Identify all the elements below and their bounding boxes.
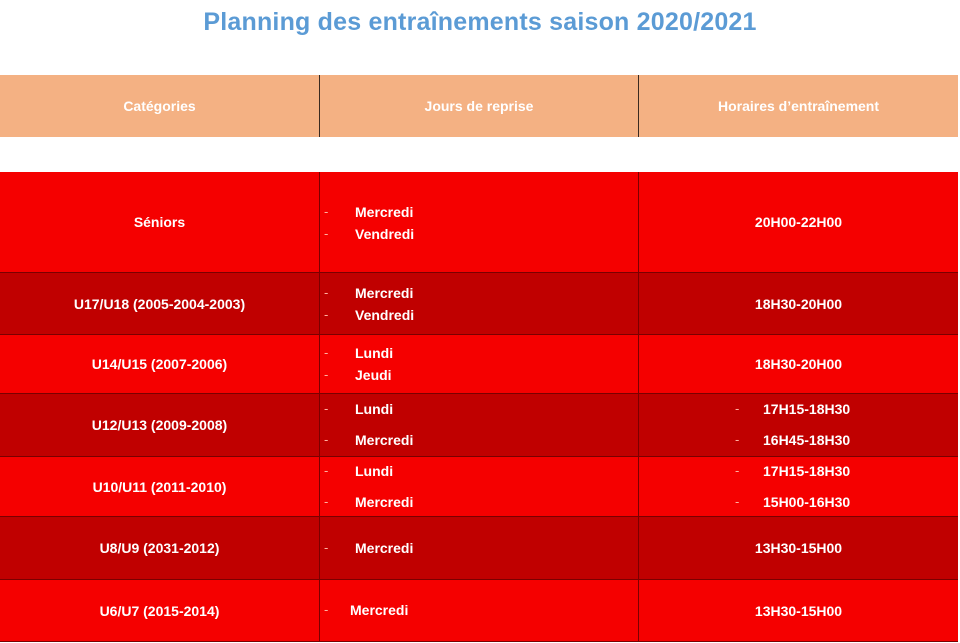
time-cell: 13H30-15H00 <box>639 580 958 641</box>
table-row: U10/U11 (2011-2010) - Lundi - Mercredi -… <box>0 457 958 517</box>
day-label: Vendredi <box>355 307 415 323</box>
bullet-dash: - <box>324 463 329 478</box>
day-label: Mercredi <box>355 285 414 301</box>
time-label: 16H45-18H30 <box>763 432 851 448</box>
time-label: 17H15-18H30 <box>763 401 851 417</box>
time-label: 13H30-15H00 <box>754 602 843 619</box>
bullet-dash: - <box>324 285 329 300</box>
page-title: Planning des entraînements saison 2020/2… <box>203 8 757 36</box>
day-label: Mercredi <box>355 432 414 448</box>
bullet-dash: - <box>735 401 740 416</box>
days-cell: - Mercredi <box>320 580 639 641</box>
table-row: U8/U9 (2031-2012) - Mercredi 13H30-15H00 <box>0 517 958 580</box>
category-cell: U14/U15 (2007-2006) <box>0 335 320 393</box>
time-label: 15H00-16H30 <box>763 494 851 510</box>
header-horaires: Horaires d’entraînement <box>717 98 880 114</box>
bullet-dash: - <box>324 367 329 382</box>
table-row: U17/U18 (2005-2004-2003) - Mercredi - Ve… <box>0 273 958 335</box>
bullet-dash: - <box>324 307 329 322</box>
time-label: 17H15-18H30 <box>763 463 851 479</box>
days-cell: - Mercredi - Vendredi <box>320 172 639 272</box>
days-cell: - Lundi - Mercredi <box>320 394 639 456</box>
bullet-dash: - <box>324 432 329 447</box>
category-cell: U6/U7 (2015-2014) <box>0 580 320 641</box>
category-cell: U8/U9 (2031-2012) <box>0 517 320 579</box>
category-cell: Séniors <box>0 172 320 272</box>
day-label: Vendredi <box>355 226 415 242</box>
header-jours: Jours de reprise <box>320 75 639 137</box>
day-label: Mercredi <box>350 602 409 618</box>
bullet-dash: - <box>324 401 329 416</box>
day-label: Lundi <box>355 345 394 361</box>
bullet-dash: - <box>324 345 329 360</box>
category-cell: U17/U18 (2005-2004-2003) <box>0 273 320 334</box>
time-cell: - 17H15-18H30 - 15H00-16H30 <box>639 457 958 516</box>
bullet-dash: - <box>735 463 740 478</box>
day-label: Mercredi <box>355 204 414 220</box>
bullet-dash: - <box>324 226 329 241</box>
day-label: Lundi <box>355 401 394 417</box>
bullet-dash: - <box>735 432 740 447</box>
time-cell: - 17H15-18H30 - 16H45-18H30 <box>639 394 958 456</box>
time-label: 18H30-20H00 <box>754 295 843 312</box>
table-row: U12/U13 (2009-2008) - Lundi - Mercredi -… <box>0 394 958 457</box>
time-cell: 18H30-20H00 <box>639 335 958 393</box>
bullet-dash: - <box>324 602 329 617</box>
bullet-dash: - <box>735 494 740 509</box>
bullet-dash: - <box>324 540 329 555</box>
table-row: U6/U7 (2015-2014) - Mercredi 13H30-15H00 <box>0 580 958 642</box>
bullet-dash: - <box>324 494 329 509</box>
bullet-dash: - <box>324 204 329 219</box>
time-label: 20H00-22H00 <box>754 214 843 230</box>
day-label: Mercredi <box>355 494 414 510</box>
day-label: Mercredi <box>355 540 414 556</box>
table-row: U14/U15 (2007-2006) - Lundi - Jeudi 18H3… <box>0 335 958 394</box>
table-header: Catégories Jours de reprise Horaires d’e… <box>0 75 958 137</box>
category-cell: U12/U13 (2009-2008) <box>0 394 320 456</box>
category-cell: U10/U11 (2011-2010) <box>0 457 320 516</box>
days-cell: - Lundi - Jeudi <box>320 335 639 393</box>
header-categories: Catégories <box>0 75 320 137</box>
time-cell: 13H30-15H00 <box>639 517 958 579</box>
day-label: Lundi <box>355 463 394 479</box>
time-label: 13H30-15H00 <box>754 540 843 556</box>
time-cell: 20H00-22H00 <box>639 172 958 272</box>
days-cell: - Mercredi <box>320 517 639 579</box>
table-row: Séniors - Mercredi - Vendredi 20H00-22H0… <box>0 172 958 273</box>
time-cell: 18H30-20H00 <box>639 273 958 334</box>
days-cell: - Lundi - Mercredi <box>320 457 639 516</box>
time-label: 18H30-20H00 <box>754 356 843 372</box>
day-label: Jeudi <box>355 367 392 383</box>
days-cell: - Mercredi - Vendredi <box>320 273 639 334</box>
schedule-table: Séniors - Mercredi - Vendredi 20H00-22H0… <box>0 172 958 642</box>
